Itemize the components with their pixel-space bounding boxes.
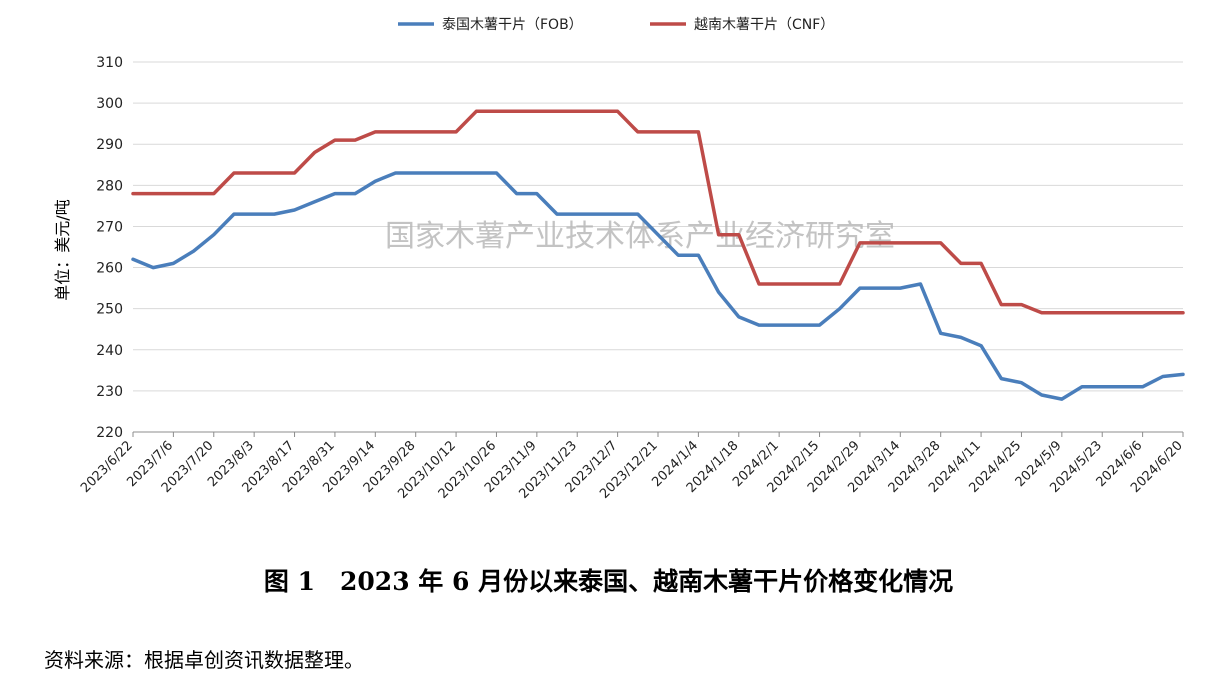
watermark: 国家木薯产业技术体系产业经济研究室	[385, 219, 895, 254]
y-tick-label: 300	[96, 96, 123, 112]
y-tick-labels: 220 230 240 250 260 270 280 290 300 310	[96, 55, 123, 441]
legend-label-1: 泰国木薯干片（FOB）	[442, 17, 583, 33]
y-tick-label: 220	[96, 425, 123, 441]
y-tick-label: 270	[96, 219, 123, 235]
y-tick-label: 230	[96, 384, 123, 400]
source-note: 资料来源：根据卓创资讯数据整理。	[44, 648, 364, 672]
x-tick-labels: 2023/6/222023/7/62023/7/202023/8/32023/8…	[78, 438, 1186, 502]
grid-lines	[133, 61, 1183, 392]
y-tick-label: 290	[96, 137, 123, 153]
y-tick-label: 280	[96, 178, 123, 194]
axes	[132, 431, 1184, 437]
series-line-2	[131, 109, 1185, 315]
line-chart: 220 230 240 250 260 270 280 290 300 310 2023/6/22…	[53, 17, 1186, 502]
x-tick-label: 2023/6/22	[78, 438, 136, 496]
y-tick-label: 240	[96, 343, 123, 359]
series-line-1	[131, 171, 1185, 401]
y-tick-label: 250	[96, 302, 123, 318]
y-tick-label: 310	[96, 55, 123, 71]
series-lines	[131, 109, 1185, 401]
figure-caption: 图 1 2023 年 6 月份以来泰国、越南木薯干片价格变化情况	[263, 567, 954, 596]
legend-label-2: 越南木薯干片（CNF）	[694, 17, 834, 33]
legend: 泰国木薯干片（FOB） 越南木薯干片（CNF）	[398, 17, 834, 33]
y-tick-label: 260	[96, 261, 123, 277]
y-axis-label: 单位：美元/吨	[53, 199, 72, 300]
